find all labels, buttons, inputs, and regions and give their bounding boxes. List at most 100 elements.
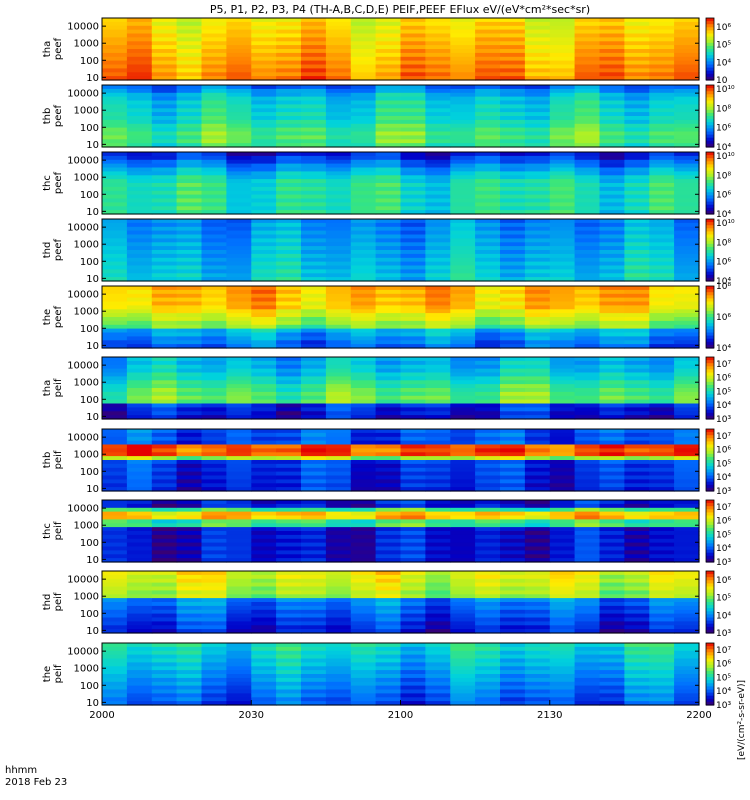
spectrogram-cell (400, 41, 426, 46)
spectrogram-cell (276, 415, 302, 420)
spectrogram-cell (325, 234, 352, 239)
spectrogram-cell (375, 368, 402, 374)
spectrogram-cell (102, 558, 128, 563)
spectrogram-cell (425, 29, 451, 35)
spectrogram-cell (574, 210, 601, 215)
y-tick-label: 100 (80, 56, 99, 67)
spectrogram-cell (251, 313, 277, 318)
spectrogram-cell (226, 602, 252, 607)
spectrogram-cell (524, 85, 551, 90)
colorbar-segment (706, 152, 714, 156)
spectrogram-cell (201, 507, 227, 513)
spectrogram-cell (500, 629, 526, 634)
spectrogram-cell (450, 76, 476, 81)
spectrogram-cell (649, 523, 675, 528)
spectrogram-cell (624, 328, 650, 334)
spectrogram-cell (500, 52, 526, 58)
spectrogram-cell (649, 674, 675, 679)
spectrogram-cell (301, 18, 327, 23)
spectrogram-cell (500, 33, 526, 38)
spectrogram-cell (201, 629, 227, 634)
spectrogram-cell (649, 155, 675, 161)
colorbar-segment (706, 680, 714, 684)
spectrogram-cell (500, 293, 526, 299)
spectrogram-cell (524, 697, 551, 702)
spectrogram-cell (151, 64, 178, 69)
spectrogram-cell (350, 33, 377, 38)
spectrogram-cell (201, 685, 227, 691)
spectrogram-cell (102, 269, 128, 274)
spectrogram-cell (375, 152, 402, 157)
spectrogram-cell (126, 238, 153, 243)
spectrogram-cell (350, 598, 377, 603)
spectrogram-cell (549, 112, 576, 117)
spectrogram-cell (400, 305, 426, 310)
spectrogram-cell (325, 677, 352, 683)
colorbar-segment (706, 629, 714, 634)
spectrogram-cell (524, 609, 551, 615)
spectrogram-cell (350, 602, 377, 607)
spectrogram-cell (126, 357, 153, 362)
spectrogram-cell (450, 519, 476, 524)
spectrogram-cell (624, 88, 650, 94)
spectrogram-cell (475, 210, 501, 215)
spectrogram-cell (301, 376, 327, 381)
spectrogram-cell (251, 116, 277, 121)
spectrogram-cell (276, 104, 302, 109)
spectrogram-cell (126, 483, 153, 488)
spectrogram-cell (201, 163, 227, 169)
colorbar-tick-label: 10⁷ (716, 503, 731, 513)
spectrogram-cell (425, 590, 451, 595)
spectrogram-cell (301, 269, 327, 274)
spectrogram-cell (599, 265, 625, 270)
spectrogram-cell (574, 364, 601, 370)
spectrogram-cell (201, 186, 227, 192)
spectrogram-cell (226, 317, 252, 322)
spectrogram-cell (400, 313, 426, 318)
spectrogram-cell (574, 519, 601, 524)
spectrogram-cell (251, 440, 277, 446)
spectrogram-cell (325, 467, 352, 473)
spectrogram-cell (574, 242, 601, 247)
spectrogram-cell (599, 643, 625, 648)
colorbar-segment (706, 658, 714, 663)
spectrogram-cell (251, 609, 277, 615)
spectrogram-cell (102, 360, 128, 366)
spectrogram-cell (400, 384, 426, 389)
spectrogram-cell (400, 507, 426, 513)
spectrogram-cell (350, 511, 377, 517)
spectrogram-cell (524, 253, 551, 259)
spectrogram-cell (524, 238, 551, 243)
spectrogram-cell (674, 574, 700, 580)
spectrogram-cell (102, 598, 128, 603)
spectrogram-cell (251, 119, 277, 125)
spectrogram-cell (151, 269, 178, 274)
spectrogram-cell (126, 131, 153, 136)
spectrogram-cell (599, 234, 625, 239)
spectrogram-cell (201, 206, 227, 211)
spectrogram-cell (325, 554, 352, 559)
spectrogram-cell (276, 643, 302, 648)
spectrogram-cell (251, 625, 277, 630)
spectrogram-cell (549, 45, 576, 50)
spectrogram-cell (649, 293, 675, 299)
spectrogram-cell (574, 574, 601, 580)
spectrogram-cell (126, 697, 153, 702)
spectrogram-cell (226, 701, 252, 706)
spectrogram-cell (450, 171, 476, 176)
spectrogram-cell (151, 602, 178, 607)
spectrogram-cell (276, 372, 302, 377)
spectrogram-cell (450, 617, 476, 622)
spectrogram-cell (375, 269, 402, 274)
y-tick-label: 1000 (74, 307, 99, 318)
spectrogram-cell (674, 76, 700, 81)
spectrogram-cell (325, 388, 352, 393)
spectrogram-cell (276, 360, 302, 366)
spectrogram-cell (524, 677, 551, 683)
spectrogram-cell (102, 487, 128, 492)
spectrogram-cell (475, 206, 501, 211)
spectrogram-cell (524, 18, 551, 23)
spectrogram-cell (126, 305, 153, 310)
spectrogram-cell (301, 483, 327, 488)
spectrogram-cell (549, 546, 576, 551)
